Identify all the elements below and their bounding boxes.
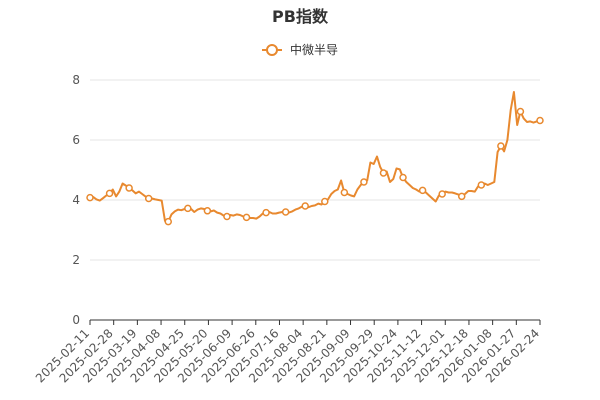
y-tick-label-8: 8 [72, 73, 80, 87]
data-point-120[interactable] [477, 181, 486, 189]
data-point-108[interactable] [438, 190, 446, 198]
data-point-42[interactable] [223, 212, 231, 221]
data-point-60[interactable] [281, 208, 290, 216]
data-point-96[interactable] [399, 173, 407, 182]
data-point-48[interactable] [242, 213, 251, 222]
y-tick-label-6: 6 [72, 133, 80, 147]
y-tick-label-0: 0 [72, 313, 80, 327]
grid-lines [90, 79, 540, 261]
data-point-102[interactable] [418, 186, 427, 195]
data-point-90[interactable] [379, 169, 388, 177]
data-point-138[interactable] [536, 116, 544, 125]
data-point-12[interactable] [125, 184, 133, 192]
data-point-0[interactable] [86, 193, 94, 202]
y-tick-label-2: 2 [72, 253, 80, 267]
chart-title: PB指数 [272, 7, 329, 26]
data-point-66[interactable] [301, 202, 309, 210]
data-point-78[interactable] [340, 188, 349, 197]
legend[interactable]: 中微半导 [262, 42, 338, 57]
data-point-114[interactable] [457, 192, 466, 201]
y-axis-ticks: 0 2 4 6 8 [72, 73, 80, 327]
data-point-132[interactable] [516, 107, 525, 116]
data-point-6[interactable] [105, 189, 114, 198]
data-point-24[interactable] [164, 217, 173, 226]
x-axis-ticks: 2025-02-112025-02-282025-03-192025-04-08… [33, 320, 542, 385]
legend-marker-swatch [266, 44, 278, 56]
data-point-30[interactable] [184, 204, 192, 213]
data-point-18[interactable] [144, 194, 153, 203]
series-line [89, 91, 541, 223]
data-point-72[interactable] [321, 197, 329, 206]
data-point-54[interactable] [262, 208, 270, 217]
data-point-36[interactable] [203, 207, 212, 215]
y-tick-label-4: 4 [72, 193, 80, 207]
data-point-84[interactable] [360, 178, 368, 186]
data-point-126[interactable] [497, 142, 505, 150]
legend-label-zhongwei: 中微半导 [290, 42, 338, 57]
series-zhongwei [86, 91, 544, 226]
